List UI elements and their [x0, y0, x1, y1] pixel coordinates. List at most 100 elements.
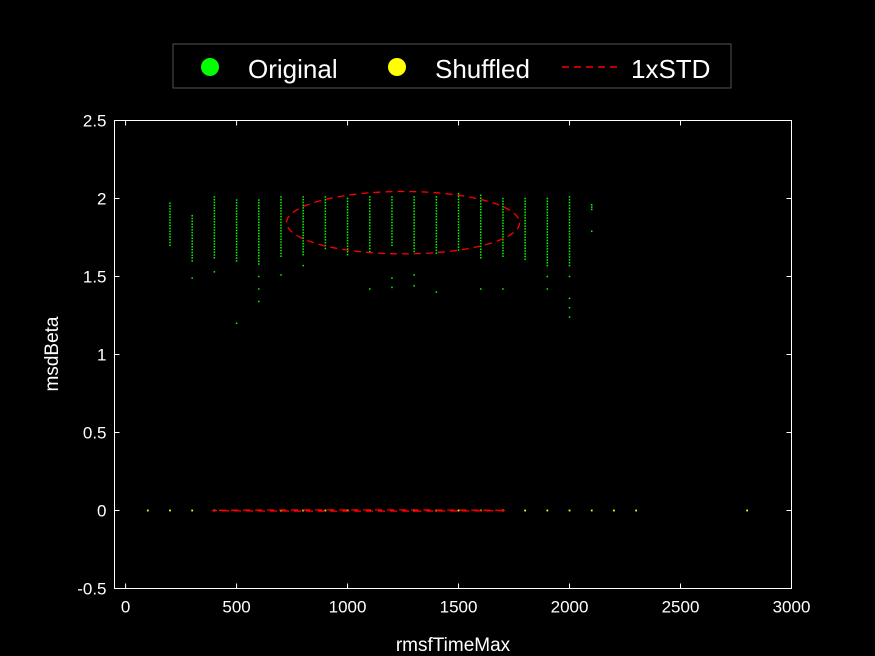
original-point	[502, 205, 504, 208]
original-point	[280, 255, 282, 257]
original-point	[280, 238, 282, 241]
original-point	[479, 205, 482, 208]
original-point	[369, 245, 371, 247]
original-point	[546, 203, 549, 205]
original-point	[502, 216, 504, 219]
original-point	[235, 226, 238, 229]
original-point	[457, 240, 460, 243]
original-point	[479, 254, 482, 256]
original-point	[568, 306, 571, 309]
original-point	[502, 252, 504, 255]
original-point	[479, 220, 482, 222]
original-point	[280, 227, 282, 229]
original-point	[369, 210, 371, 213]
x-axis-title: rmsfTimeMax	[396, 635, 511, 656]
original-point	[413, 224, 415, 227]
original-point	[457, 232, 460, 234]
original-point	[502, 219, 504, 222]
original-point	[457, 249, 460, 251]
original-point	[235, 204, 238, 207]
original-point	[280, 196, 282, 198]
original-point	[235, 243, 238, 246]
original-point	[235, 232, 238, 234]
original-point	[546, 264, 549, 267]
original-point	[235, 213, 238, 215]
original-point	[258, 257, 260, 260]
original-point	[479, 222, 482, 225]
original-point	[568, 204, 571, 207]
original-point	[213, 210, 216, 212]
original-point	[346, 203, 349, 205]
original-point	[302, 201, 304, 204]
original-point	[235, 207, 238, 210]
original-point	[280, 241, 282, 243]
original-point	[524, 222, 526, 225]
original-point	[280, 215, 282, 218]
original-point	[258, 199, 260, 201]
original-point	[258, 275, 260, 278]
original-point	[391, 244, 393, 247]
original-point	[479, 203, 482, 205]
original-point	[369, 250, 371, 253]
original-point	[369, 242, 371, 244]
original-point	[213, 223, 216, 226]
original-point	[213, 221, 216, 223]
original-point	[435, 204, 438, 207]
original-point	[346, 223, 349, 225]
original-point	[369, 216, 371, 218]
original-point	[302, 229, 304, 231]
original-point	[546, 234, 549, 236]
original-point	[369, 219, 371, 221]
original-point	[413, 213, 415, 215]
original-point	[169, 213, 171, 216]
original-point	[213, 271, 216, 273]
original-point	[524, 255, 526, 258]
original-point	[435, 215, 438, 218]
original-point	[457, 223, 460, 226]
original-point	[346, 197, 349, 200]
original-point	[302, 196, 304, 198]
original-point	[369, 207, 371, 210]
original-point	[391, 210, 393, 212]
original-point	[235, 322, 238, 325]
original-point	[502, 208, 504, 211]
original-point	[479, 234, 482, 236]
original-point	[324, 227, 327, 230]
shuffled-point	[457, 509, 460, 512]
original-point	[413, 233, 415, 236]
original-point	[502, 238, 504, 241]
original-point	[235, 202, 238, 204]
legend-label-shuffled: Shuffled	[435, 54, 530, 84]
original-point	[546, 222, 549, 225]
original-point	[191, 251, 193, 254]
original-point	[524, 241, 526, 244]
original-point	[280, 224, 282, 226]
original-point	[324, 241, 327, 244]
original-point	[391, 196, 393, 198]
original-point	[546, 236, 549, 239]
original-point	[524, 217, 526, 219]
original-point	[502, 197, 504, 200]
original-point	[457, 246, 460, 248]
original-point	[413, 227, 415, 230]
original-point	[346, 208, 349, 211]
original-point	[413, 204, 415, 207]
original-point	[191, 234, 193, 237]
x-tick-label: 3000	[773, 598, 811, 617]
original-point	[258, 232, 260, 235]
original-point	[391, 241, 393, 244]
original-point	[524, 200, 526, 203]
original-point	[346, 234, 349, 236]
original-point	[280, 221, 282, 224]
original-point	[191, 243, 193, 245]
original-point	[346, 220, 349, 222]
original-point	[213, 232, 216, 234]
original-point	[302, 198, 304, 201]
original-point	[258, 210, 260, 212]
original-point	[391, 224, 393, 227]
original-point	[213, 201, 216, 204]
original-point	[435, 241, 438, 243]
original-point	[568, 261, 571, 264]
original-point	[235, 249, 238, 251]
original-point	[302, 218, 304, 220]
